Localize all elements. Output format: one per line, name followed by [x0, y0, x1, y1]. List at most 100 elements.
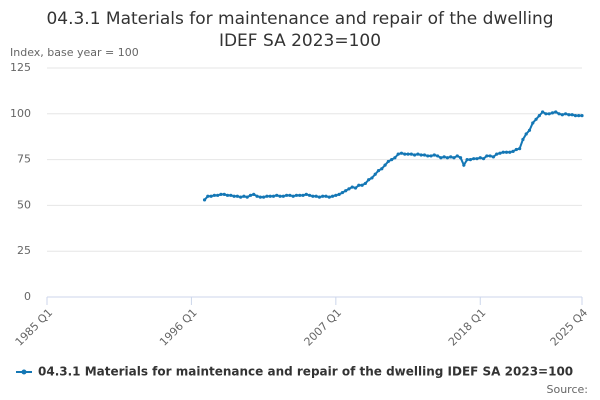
- point: [393, 156, 397, 160]
- point: [353, 186, 358, 190]
- point: [432, 153, 436, 157]
- point: [298, 193, 302, 197]
- point: [475, 157, 479, 161]
- point: [222, 192, 226, 197]
- legend-label: 04.3.1 Materials for maintenance and rep…: [38, 365, 573, 379]
- point: [390, 158, 394, 162]
- point: [511, 149, 515, 153]
- point: [458, 156, 463, 160]
- point: [252, 192, 256, 197]
- point: [321, 194, 325, 198]
- point: [278, 194, 282, 198]
- point: [481, 157, 486, 161]
- point: [488, 154, 492, 158]
- point: [380, 167, 384, 171]
- point: [324, 194, 328, 198]
- point: [501, 150, 505, 154]
- y-axis-label: Index, base year = 100: [10, 46, 139, 59]
- point: [472, 157, 476, 161]
- point: [232, 194, 236, 198]
- point: [235, 194, 239, 198]
- x-tick-label: 2025 Q4: [548, 306, 591, 349]
- point: [409, 152, 413, 156]
- point: [468, 158, 473, 162]
- point: [573, 114, 578, 118]
- point: [504, 150, 509, 154]
- chart-title: IDEF SA 2023=100: [219, 31, 381, 51]
- point: [317, 195, 322, 199]
- point: [291, 194, 295, 198]
- point: [406, 152, 410, 156]
- point: [396, 152, 400, 156]
- point: [435, 154, 440, 158]
- y-tick-label: 0: [24, 290, 31, 303]
- point: [301, 193, 305, 197]
- point: [399, 151, 404, 155]
- point: [531, 121, 535, 125]
- point: [248, 193, 253, 197]
- y-tick-label: 125: [10, 61, 31, 74]
- point: [465, 158, 469, 162]
- point: [268, 194, 272, 198]
- point: [416, 152, 420, 156]
- point: [527, 128, 532, 132]
- point: [330, 194, 335, 198]
- point: [219, 192, 223, 197]
- point: [363, 181, 367, 186]
- point: [229, 193, 233, 197]
- point: [383, 163, 387, 167]
- point: [288, 193, 292, 197]
- x-tick-label: 2007 Q1: [302, 306, 345, 349]
- point: [495, 152, 499, 156]
- legend-symbol: [21, 369, 27, 375]
- point: [311, 194, 315, 198]
- point: [340, 190, 344, 195]
- point: [304, 192, 308, 197]
- point: [563, 112, 568, 116]
- point: [455, 154, 459, 158]
- point: [554, 110, 558, 114]
- point: [577, 114, 581, 118]
- point: [262, 195, 266, 199]
- point: [350, 185, 354, 189]
- point: [580, 114, 584, 118]
- point: [357, 183, 361, 187]
- point: [462, 163, 466, 167]
- point: [281, 194, 285, 198]
- point: [265, 194, 269, 198]
- point: [478, 156, 482, 160]
- point: [370, 176, 374, 180]
- point: [498, 151, 502, 155]
- point: [209, 194, 213, 198]
- x-tick-label: 1985 Q1: [13, 306, 56, 349]
- point: [376, 168, 381, 173]
- point: [347, 187, 351, 191]
- y-tick-label: 25: [17, 244, 31, 257]
- point: [327, 195, 331, 199]
- point: [439, 156, 443, 160]
- point: [442, 155, 446, 159]
- point: [373, 172, 377, 176]
- y-tick-label: 50: [17, 198, 31, 211]
- point: [537, 114, 541, 118]
- point: [518, 147, 522, 151]
- point: [541, 110, 545, 114]
- point: [521, 137, 525, 142]
- point: [426, 154, 430, 158]
- point: [239, 195, 243, 199]
- point: [544, 112, 548, 116]
- point: [491, 155, 495, 159]
- point: [337, 192, 341, 197]
- point: [550, 111, 555, 115]
- point: [422, 153, 427, 157]
- x-tick-label: 2018 Q1: [446, 306, 489, 349]
- point: [419, 153, 423, 157]
- point: [216, 193, 220, 197]
- series-line: [203, 110, 582, 201]
- y-tick-label: 100: [10, 107, 31, 120]
- point: [403, 152, 407, 156]
- point: [514, 147, 518, 152]
- point: [367, 178, 371, 182]
- point: [452, 156, 456, 160]
